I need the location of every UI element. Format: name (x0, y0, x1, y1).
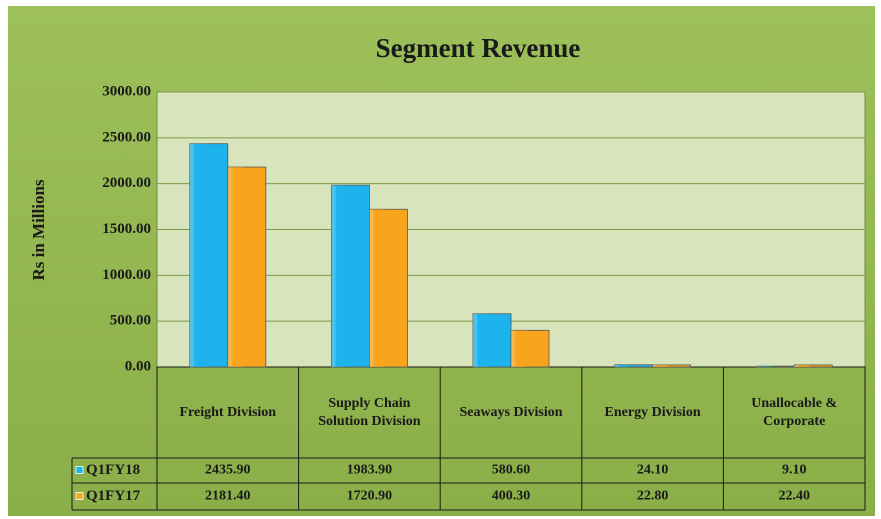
data-label: 22.80 (637, 489, 669, 504)
data-label: 22.40 (778, 489, 810, 504)
bar-shine (794, 364, 810, 367)
legend-label: Q1FY18 (86, 462, 140, 478)
data-label: 9.10 (782, 463, 807, 478)
x-tick-label-box: Energy Division (604, 404, 701, 420)
bar-shine (369, 209, 385, 367)
y-tick-label: 2500.00 (102, 129, 151, 145)
y-tick-label: 1500.00 (102, 221, 151, 237)
y-tick-label: 1000.00 (102, 267, 151, 283)
y-tick-label: 3000.00 (102, 83, 151, 99)
y-axis-label: Rs in Millions (29, 179, 48, 280)
bar-shine (473, 313, 489, 367)
x-tick-label-box: Unallocable & Corporate (751, 396, 838, 429)
bar-shine (652, 364, 668, 367)
x-tick-label: Unallocable & Corporate (751, 396, 838, 429)
legend-swatch (75, 492, 84, 500)
bar-shine (511, 330, 527, 367)
x-tick-label-box: Seaways Division (459, 404, 563, 420)
x-tick-label-box: Freight Division (179, 404, 277, 420)
x-tick-label-box: Supply Chain Solution Division (318, 396, 421, 429)
chart-title: Segment Revenue (376, 33, 581, 63)
bar-shine (756, 366, 772, 367)
x-tick-label: Energy Division (604, 404, 701, 420)
legend-swatch (75, 466, 84, 474)
data-label: 400.30 (492, 489, 531, 504)
bar-shine (227, 167, 243, 367)
bar-shine (331, 185, 347, 367)
y-tick-label: 500.00 (110, 313, 151, 329)
bar-shine (189, 143, 205, 367)
data-label: 2435.90 (205, 463, 251, 478)
legend-label: Q1FY17 (86, 488, 141, 504)
data-label: 580.60 (492, 463, 531, 478)
x-tick-label: Seaways Division (459, 404, 563, 420)
data-label: 1983.90 (347, 463, 393, 478)
data-label: 24.10 (637, 463, 669, 478)
y-tick-label: 2000.00 (102, 175, 151, 191)
y-tick-label: 0.00 (125, 358, 151, 374)
data-label: 2181.40 (205, 489, 251, 504)
x-tick-label: Supply Chain Solution Division (318, 396, 421, 429)
x-tick-label: Freight Division (179, 404, 277, 420)
data-label: 1720.90 (347, 489, 393, 504)
bar-shine (614, 364, 630, 367)
